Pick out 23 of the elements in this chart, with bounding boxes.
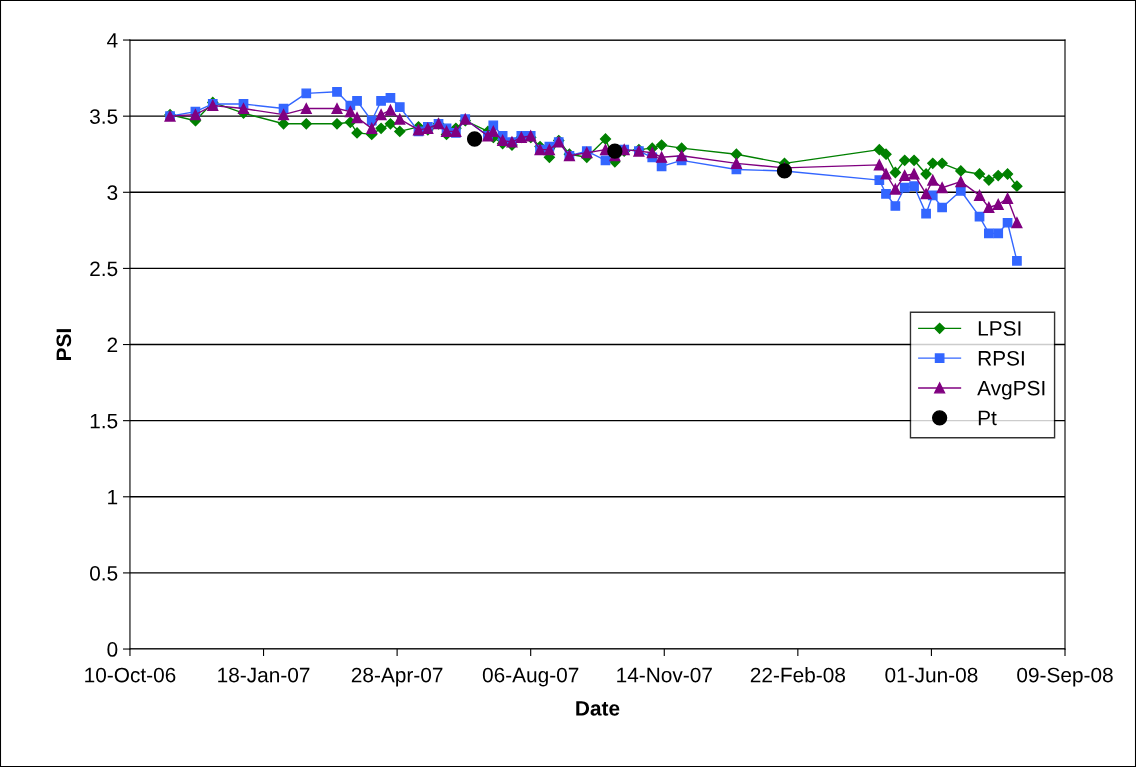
y-axis-title: PSI [56,329,72,360]
x-tick-label: 18-Jan-07 [218,667,310,683]
legend-label: AvgPSI [977,380,1045,400]
y-tick-label: 3 [107,185,118,201]
y-tick-label: 1.5 [90,413,118,429]
legend-label: RPSI [978,350,1024,366]
legend-label: Pt [978,410,997,426]
x-tick-label: 06-Aug-07 [482,667,579,687]
x-axis-title: Date [576,701,620,716]
x-tick-label: 10-Oct-06 [85,667,176,683]
y-tick-label: 3.5 [89,109,118,124]
y-tick-label: 0 [107,642,118,657]
y-tick-label: 0.5 [90,565,118,581]
x-tick-label: 28-Apr-07 [351,667,443,687]
x-tick-label: 09-Sep-08 [1017,667,1113,687]
y-tick-label: 1 [108,490,118,505]
x-tick-label: 22-Feb-08 [750,667,845,683]
y-tick-label: 2 [107,337,118,353]
legend-label: LPSI [978,321,1021,336]
x-tick-label: 14-Nov-07 [617,667,712,683]
y-tick-label: 4 [107,33,118,48]
x-tick-label: 01-Jun-08 [885,667,978,683]
y-tick-label: 2.5 [90,261,118,277]
